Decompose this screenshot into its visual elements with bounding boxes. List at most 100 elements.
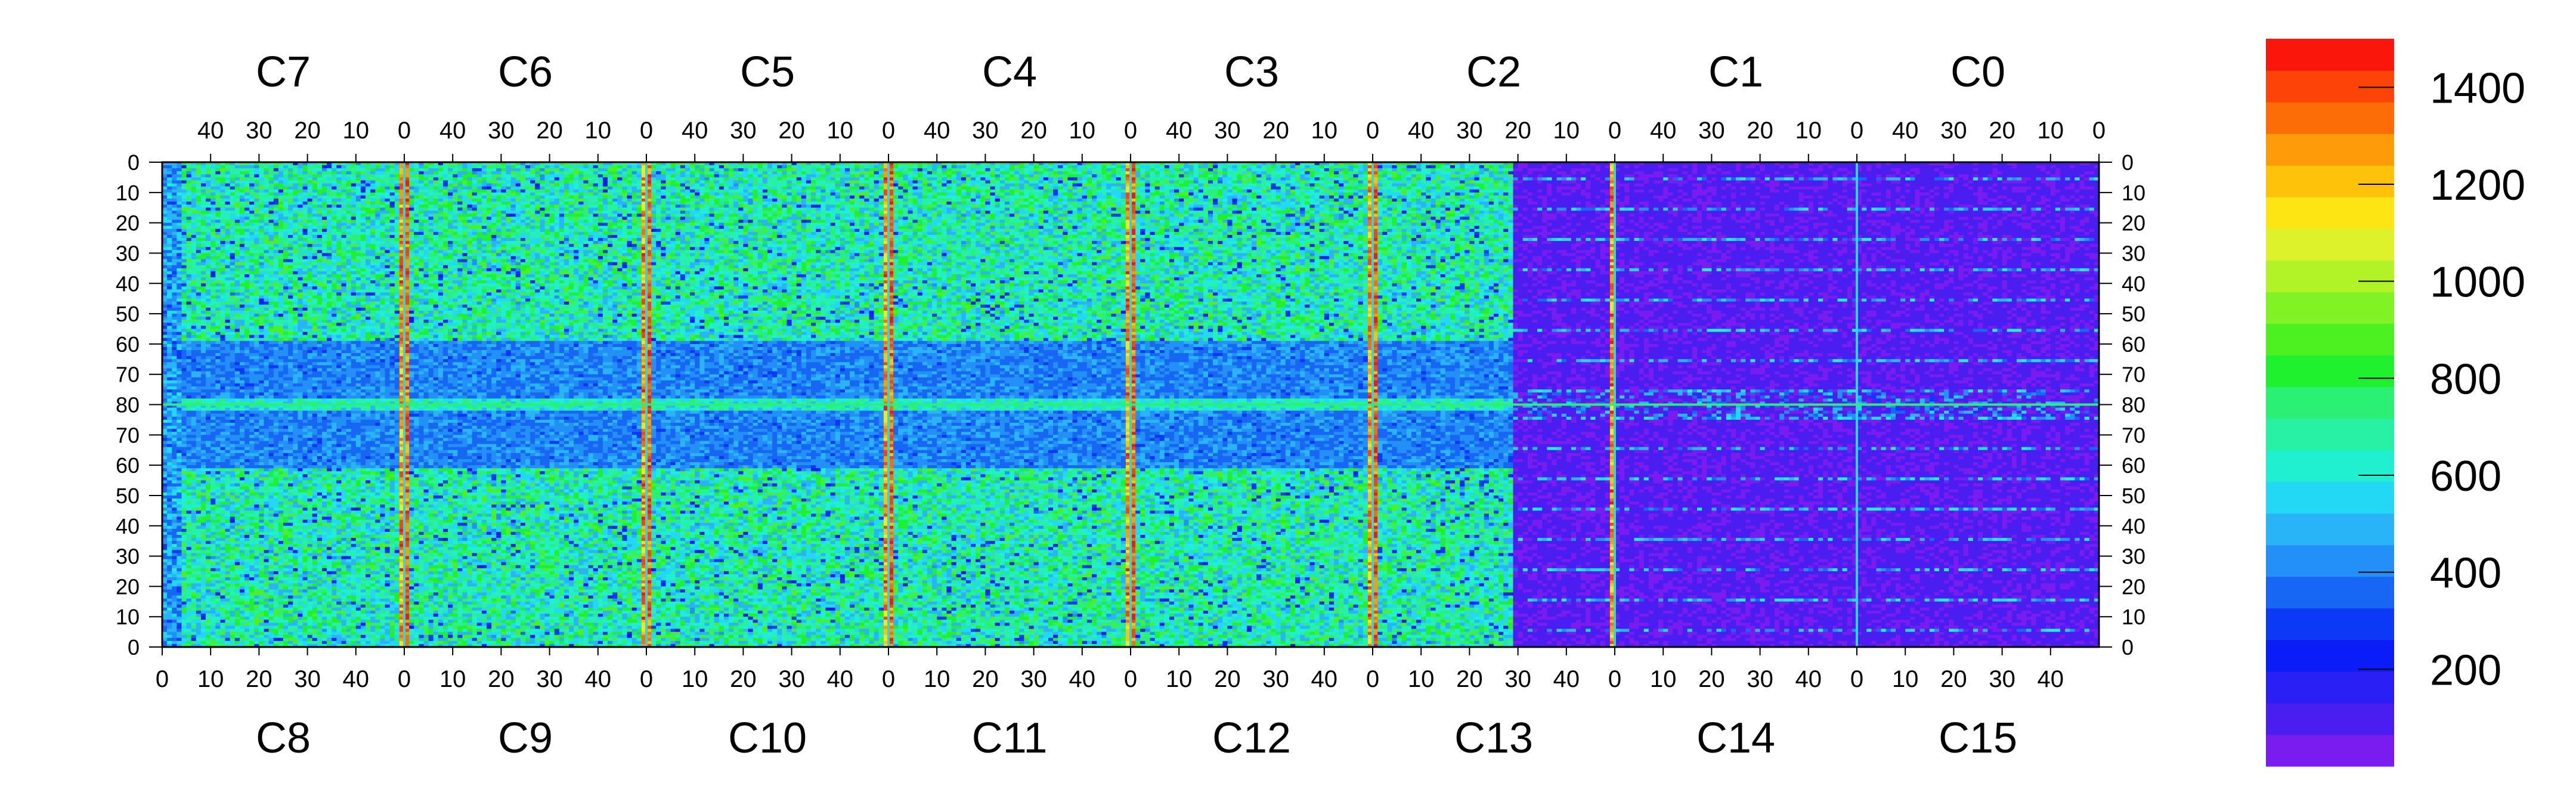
heatmap-cell (627, 177, 633, 181)
heatmap-cell (2026, 180, 2032, 184)
heatmap-cell (908, 184, 913, 187)
heatmap-cell (729, 180, 734, 184)
heatmap-cell (1382, 168, 1388, 172)
heatmap-cell (414, 180, 419, 184)
heatmap-cell (1513, 168, 1518, 172)
heatmap-cell (215, 180, 221, 184)
heatmap-cell (1431, 168, 1436, 172)
heatmap-cell (196, 180, 202, 184)
heatmap-cell (1973, 180, 1979, 184)
heatmap-cell (612, 171, 618, 175)
heatmap-cell (1528, 171, 1533, 175)
heatmap-cell (1111, 177, 1117, 181)
heatmap-cell (874, 165, 880, 169)
heatmap-cell (1082, 177, 1088, 181)
heatmap-cell (651, 174, 657, 178)
heatmap-cell (632, 168, 637, 172)
heatmap-cell (569, 184, 574, 187)
heatmap-cell (1905, 168, 1911, 172)
heatmap-cell (1978, 171, 1983, 175)
heatmap-cell (825, 184, 831, 187)
heatmap-cell (2046, 180, 2051, 184)
heatmap-cell (1252, 168, 1257, 172)
heatmap-cell (1165, 174, 1170, 178)
heatmap-cell (559, 168, 565, 172)
heatmap-cell (1233, 165, 1238, 169)
heatmap-cell (491, 180, 497, 184)
heatmap-cell (206, 171, 211, 175)
heatmap-cell (787, 177, 792, 181)
heatmap-cell (453, 177, 458, 181)
heatmap-cell (801, 168, 807, 172)
heatmap-cell (187, 171, 192, 175)
heatmap-cell (1804, 177, 1809, 181)
heatmap-cell (264, 165, 270, 169)
heatmap-cell (1305, 184, 1310, 187)
heatmap-cell (419, 168, 424, 172)
heatmap-cell (1233, 174, 1238, 178)
heatmap-cell (671, 165, 676, 169)
heatmap-cell (1416, 168, 1422, 172)
heatmap-cell (1542, 180, 1547, 184)
heatmap-cell (564, 177, 569, 181)
heatmap-cell (2041, 174, 2046, 178)
heatmap-cell (918, 180, 923, 184)
heatmap-cell (1053, 177, 1058, 181)
heatmap-cell (1315, 180, 1320, 184)
heatmap-cell (1150, 174, 1155, 178)
heatmap-cell (1886, 165, 1891, 169)
heatmap-cell (1475, 180, 1480, 184)
heatmap-cell (1968, 165, 1974, 169)
heatmap-cell (1097, 171, 1102, 175)
heatmap-cell (2089, 177, 2095, 181)
heatmap-cell (274, 184, 279, 187)
heatmap-cell (395, 174, 400, 178)
heatmap-cell (1600, 165, 1606, 169)
heatmap-cell (1179, 171, 1184, 175)
heatmap-cell (695, 174, 700, 178)
heatmap-cell (1169, 174, 1175, 178)
heatmap-cell (1140, 174, 1145, 178)
heatmap-cell (1934, 174, 1940, 178)
heatmap-cell (874, 177, 880, 181)
heatmap-cell (1586, 165, 1591, 169)
heatmap-cell (302, 165, 308, 169)
heatmap-cell (1683, 177, 1688, 181)
heatmap-cell (1736, 165, 1741, 169)
heatmap-cell (1750, 165, 1755, 169)
heatmap-cell (2021, 168, 2027, 172)
heatmap-cell (298, 165, 303, 169)
heatmap-cell (1537, 180, 1543, 184)
heatmap-cell (1484, 168, 1490, 172)
heatmap-cell (1067, 180, 1073, 184)
heatmap-cell (1775, 180, 1780, 184)
heatmap-cell (1692, 168, 1698, 172)
heatmap-cell (1315, 174, 1320, 178)
heatmap-cell (946, 171, 952, 175)
heatmap-cell (710, 165, 715, 169)
heatmap-cell (879, 165, 884, 169)
heatmap-cell (1605, 168, 1611, 172)
heatmap-cell (336, 171, 342, 175)
heatmap-cell (366, 171, 371, 175)
heatmap-cell (787, 174, 792, 178)
heatmap-cell (1048, 177, 1054, 181)
heatmap-cell (1697, 168, 1702, 172)
heatmap-cell (1324, 174, 1330, 178)
heatmap-cell (472, 177, 478, 181)
heatmap-cell (1174, 177, 1179, 181)
heatmap-cell (1799, 168, 1804, 172)
heatmap-cell (1145, 165, 1150, 169)
heatmap-cell (2075, 168, 2080, 172)
heatmap-cell (864, 177, 869, 181)
heatmap-cell (1586, 174, 1591, 178)
heatmap-cell (1886, 177, 1891, 181)
heatmap-cell (501, 180, 506, 184)
heatmap-cell (864, 168, 869, 172)
heatmap-cell (181, 171, 187, 175)
heatmap-cell (1063, 177, 1068, 181)
heatmap-cell (274, 174, 279, 178)
heatmap-cell (1339, 171, 1344, 175)
heatmap-cell (1692, 180, 1698, 184)
heatmap-cell (1407, 174, 1412, 178)
